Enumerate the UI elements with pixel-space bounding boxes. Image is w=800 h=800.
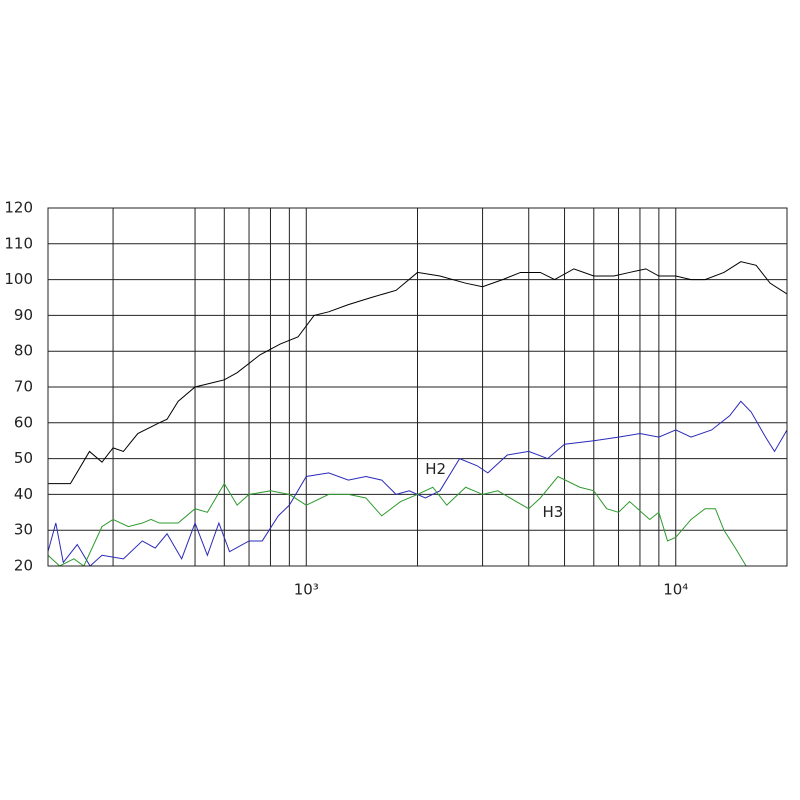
y-tick-label: 30	[14, 521, 33, 539]
plot-border	[47, 207, 788, 567]
y-tick-label: 80	[14, 342, 33, 360]
data-line	[48, 261, 787, 485]
y-tick-label: 120	[4, 199, 33, 217]
annotation: H2	[425, 460, 446, 478]
y-tick-label: 20	[14, 557, 33, 575]
y-tick-label: 40	[14, 485, 33, 503]
data-line	[48, 400, 787, 566]
y-tick-label: 90	[14, 306, 33, 324]
y-tick-label: 60	[14, 413, 33, 431]
data-line	[48, 475, 747, 566]
y-tick-label: 110	[4, 234, 33, 252]
y-tick-label: 70	[14, 378, 33, 396]
y-tick-label: 100	[4, 270, 33, 288]
x-tick-label: 10⁴	[663, 581, 688, 599]
plot-area	[48, 261, 787, 566]
labels: 20 30 40 50 60 70 80 90 100 110 120 10³ 10⁴ H2 H3	[4, 199, 688, 599]
x-tick-label: 10³	[294, 581, 319, 599]
y-tick-label: 50	[14, 449, 33, 467]
annotation: H3	[542, 503, 563, 521]
